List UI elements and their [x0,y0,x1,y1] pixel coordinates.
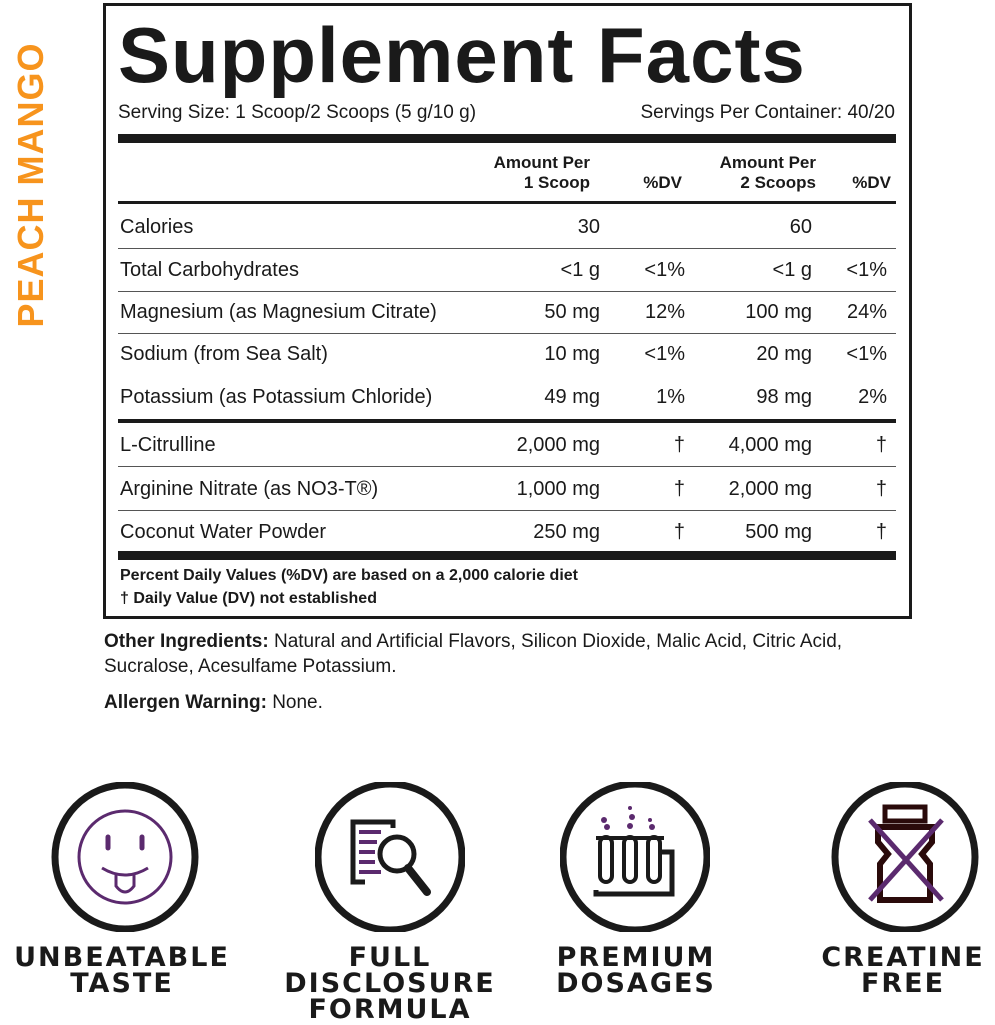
nutrient-row: Total Carbohydrates <1 g <1% <1 g <1% [118,249,896,292]
header-amount-2-line2: 2 Scoops [740,173,816,192]
amount-1-scoop: 30 [577,216,600,238]
dv-2-scoops: † [875,521,887,543]
badge-label-line: FORMULA [308,994,472,1025]
flavor-label: PEACH MANGO [10,42,51,328]
dv-2-scoops: 2% [858,386,887,408]
crossed-out-jar-icon [831,782,979,932]
amount-1-scoop: 1,000 mg [516,478,600,500]
tongue-smiley-icon [51,782,199,932]
nutrient-row: Sodium (from Sea Salt) 10 mg <1% 20 mg <1% [118,333,896,375]
divider-medium [118,419,896,423]
amount-2-scoops: 98 mg [756,386,812,408]
header-dv-2: %DV [852,173,891,192]
dv-1-scoop: 1% [656,386,685,408]
header-amount-2-line1: Amount Per [719,153,816,172]
badge-label-line: PREMIUM [556,942,716,973]
nutrient-row: Calories 30 60 [118,206,896,249]
badge-label-line: DISCLOSURE [284,968,496,999]
header-amount-1-line1: Amount Per [493,153,590,172]
other-ingredients-label: Other Ingredients: [104,631,269,652]
amount-1-scoop: 250 mg [533,521,600,543]
supplement-facts-panel: Supplement Facts Serving Size: 1 Scoop/2… [103,3,912,619]
amount-2-scoops: 60 [789,216,812,238]
header-dv-1: %DV [643,173,682,192]
badge-label-creatine: CREATINE FREE [783,942,995,999]
allergen-label: Allergen Warning: [104,692,267,713]
dv-2-scoops: <1% [846,343,887,365]
nutrient-name: Calories [120,216,194,238]
nutrient-name: Sodium (from Sea Salt) [120,343,328,365]
badge-label-line: DOSAGES [556,968,716,999]
amount-2-scoops: 20 mg [756,343,812,365]
badge-label-line: UNBEATABLE [14,942,230,973]
dv-1-scoop: † [673,521,685,543]
nutrient-name: Coconut Water Powder [120,521,327,543]
nutrient-row: Magnesium (as Magnesium Citrate) 50 mg 12%… [118,291,896,334]
nutrient-row: Coconut Water Powder 250 mg † 500 mg † [118,511,896,553]
dv-2-scoops: 24% [846,301,887,323]
header-amount-2: Amount Per 2 Scoops [720,153,816,193]
servings-per-container: Servings Per Container: 40/20 [640,102,895,123]
nutrient-name: L-Citrulline [120,434,216,456]
amount-1-scoop: 2,000 mg [516,434,600,456]
nutrient-name: Arginine Nitrate (as NO3-T®) [120,478,379,500]
dv-2-scoops: † [875,478,887,500]
dv-1-scoop: <1% [644,259,685,281]
allergen-warning: Allergen Warning: None. [104,690,904,715]
divider-medium [118,201,896,204]
dv-1-scoop: 12% [644,301,685,323]
amount-2-scoops: 500 mg [745,521,812,543]
badge-label-taste: UNBEATABLE TASTE [2,942,242,999]
header-amount-1-line2: 1 Scoop [523,173,590,192]
badge-label-line: CREATINE [821,942,985,973]
nutrient-row: Potassium (as Potassium Chloride) 49 mg 1%… [118,376,896,418]
header-amount-1: Amount Per 1 Scoop [494,153,590,193]
nutrient-name: Total Carbohydrates [120,259,299,281]
dv-2-scoops: <1% [846,259,887,281]
amount-1-scoop: <1 g [560,259,600,281]
amount-1-scoop: 50 mg [544,301,600,323]
badge-label-line: FULL [348,942,432,973]
other-ingredients: Other Ingredients: Natural and Artificia… [104,629,904,679]
badge-label-disclosure: FULL DISCLOSURE FORMULA [270,942,510,1025]
amount-1-scoop: 10 mg [544,343,600,365]
amount-1-scoop: 49 mg [544,386,600,408]
document-magnifier-icon [315,782,465,932]
dv-1-scoop: <1% [644,343,685,365]
divider-thick [118,134,896,143]
other-ingredients-text: Natural and Artificial Flavors, Silicon … [104,631,843,677]
amount-2-scoops: 2,000 mg [728,478,812,500]
nutrient-name: Magnesium (as Magnesium Citrate) [120,301,437,323]
dv-2-scoops: † [875,434,887,456]
divider-thick [118,551,896,560]
dv-1-scoop: † [673,434,685,456]
amount-2-scoops: 100 mg [745,301,812,323]
dv-1-scoop: † [673,478,685,500]
badge-label-dosages: PREMIUM DOSAGES [516,942,756,999]
footnote-dv: Percent Daily Values (%DV) are based on … [120,567,578,584]
serving-size: Serving Size: 1 Scoop/2 Scoops (5 g/10 g… [118,102,477,123]
nutrient-name: Potassium (as Potassium Chloride) [120,386,433,408]
panel-title: Supplement Facts [118,11,806,99]
nutrient-row: Arginine Nitrate (as NO3-T®) 1,000 mg † 2,0… [118,468,896,511]
nutrient-row: L-Citrulline 2,000 mg † 4,000 mg † [118,424,896,467]
badge-label-line: TASTE [70,968,174,999]
amount-2-scoops: <1 g [772,259,812,281]
test-tubes-icon [560,782,710,932]
amount-2-scoops: 4,000 mg [728,434,812,456]
badge-label-line: FREE [860,968,946,999]
allergen-text: None. [266,692,323,713]
footnote-dagger: † Daily Value (DV) not established [120,590,377,607]
